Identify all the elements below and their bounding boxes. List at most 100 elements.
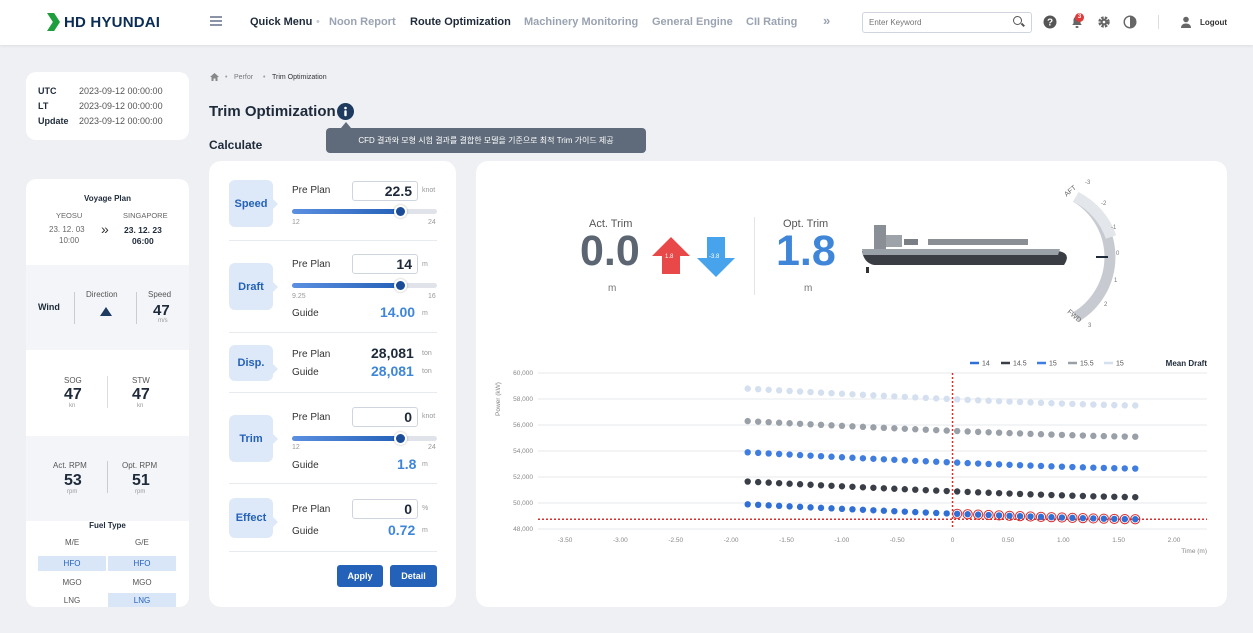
nav-more[interactable]: » bbox=[823, 13, 831, 28]
trim-input[interactable]: 0 bbox=[352, 407, 418, 427]
chart-point-series-2 bbox=[744, 449, 751, 456]
speed-min: 12 bbox=[292, 219, 300, 226]
trim-slider-fill bbox=[292, 436, 401, 441]
gear-icon[interactable] bbox=[1097, 15, 1111, 29]
chart-point-series-3 bbox=[1121, 433, 1128, 440]
chart-point-series-2 bbox=[1027, 462, 1034, 469]
fuel-ge-lng[interactable]: LNG bbox=[108, 593, 176, 607]
effect-category: Effect bbox=[229, 498, 278, 538]
chart-point-series-3 bbox=[1111, 433, 1118, 440]
apply-button[interactable]: Apply bbox=[337, 565, 383, 587]
chart-point-series-4 bbox=[995, 397, 1003, 405]
chart-point-series-3 bbox=[1027, 430, 1034, 438]
chart-point-series-0 bbox=[974, 511, 982, 518]
utc-label: UTC bbox=[38, 86, 57, 96]
chart-point-series-1 bbox=[828, 482, 835, 489]
chart-point-series-2 bbox=[1037, 462, 1045, 470]
opt-rpm-value: 51 bbox=[132, 472, 150, 489]
chart-optimal-marker bbox=[1109, 513, 1120, 525]
fuel-ge-mgo[interactable]: MGO bbox=[132, 578, 152, 587]
trim-slider[interactable] bbox=[292, 432, 437, 445]
trim-slider-handle[interactable] bbox=[394, 432, 407, 445]
chart-point-series-4 bbox=[1027, 399, 1034, 406]
act-rpm-unit: rpm bbox=[67, 489, 78, 495]
chart-point-series-1 bbox=[1132, 493, 1139, 501]
nav-route-optimization[interactable]: Route Optimization bbox=[410, 16, 511, 28]
opt-trim-value: 1.8 bbox=[776, 227, 836, 275]
chart-point-series-3 bbox=[828, 422, 835, 429]
chart-x-axis-label: Time (m) bbox=[1181, 548, 1207, 555]
fuel-me-hfo[interactable]: HFO bbox=[38, 556, 106, 571]
voyage-from-date: 23. 12. 03 bbox=[49, 225, 85, 234]
info-icon[interactable] bbox=[337, 103, 354, 120]
chart-point-series-2 bbox=[1100, 464, 1108, 472]
notification-badge: 3 bbox=[1075, 13, 1084, 22]
chart-point-series-4 bbox=[849, 391, 856, 398]
brand-name: HD HYUNDAI bbox=[64, 13, 161, 31]
effect-input[interactable]: 0 bbox=[352, 499, 418, 519]
nav-noon-report[interactable]: Noon Report bbox=[329, 16, 396, 28]
speed-input[interactable]: 22.5 bbox=[352, 181, 418, 201]
breadcrumb-perfor[interactable]: Perfor bbox=[234, 74, 254, 81]
fuel-type-title: Fuel Type bbox=[89, 521, 126, 530]
wind-speed-unit: m/s bbox=[158, 318, 168, 324]
nav-cii-rating[interactable]: CII Rating bbox=[746, 16, 798, 28]
chart-point-series-1 bbox=[1090, 493, 1097, 500]
chart-point-series-0 bbox=[880, 507, 888, 514]
chart-point-series-4 bbox=[1111, 401, 1118, 409]
draft-slider[interactable] bbox=[292, 279, 437, 292]
chart-point-series-2 bbox=[974, 460, 982, 467]
gauge-tick: -3 bbox=[1085, 180, 1091, 186]
stw-label: STW bbox=[132, 376, 150, 385]
search-icon[interactable] bbox=[1013, 16, 1022, 25]
brand-logo[interactable]: HD HYUNDAI bbox=[47, 13, 160, 31]
chart-point-series-3 bbox=[1037, 431, 1045, 438]
update-label: Update bbox=[38, 116, 69, 126]
draft-input[interactable]: 14 bbox=[352, 254, 418, 274]
chart-x-tick-label: 1.50 bbox=[1112, 537, 1125, 544]
trim-max: 24 bbox=[428, 444, 436, 451]
chart-point-series-3 bbox=[880, 424, 888, 432]
chart-point-series-3 bbox=[870, 424, 877, 431]
chart-point-series-2 bbox=[817, 452, 825, 460]
chart-point-series-4 bbox=[1079, 401, 1087, 408]
nav-separator: • bbox=[316, 16, 320, 28]
chart-point-series-4 bbox=[870, 392, 877, 399]
trim-guide-label: Guide bbox=[292, 460, 319, 471]
chart-point-series-4 bbox=[922, 394, 929, 402]
chart-point-series-3 bbox=[1079, 432, 1087, 439]
help-icon[interactable]: ? bbox=[1043, 15, 1057, 29]
nav-quick-menu[interactable]: Quick Menu bbox=[250, 16, 313, 28]
effect-preplan-label: Pre Plan bbox=[292, 504, 331, 515]
fuel-ge-hfo[interactable]: HFO bbox=[108, 556, 176, 571]
fuel-me-lng[interactable]: LNG bbox=[63, 596, 81, 605]
chart-point-series-2 bbox=[1079, 464, 1087, 471]
trim-guide-unit: m bbox=[422, 461, 428, 468]
gauge-tick: 1 bbox=[1114, 278, 1118, 284]
nav-machinery-monitoring[interactable]: Machinery Monitoring bbox=[524, 16, 639, 28]
wind-direction-label: Direction bbox=[86, 290, 118, 299]
theme-toggle-icon[interactable] bbox=[1123, 15, 1137, 29]
nav-general-engine[interactable]: General Engine bbox=[652, 16, 733, 28]
detail-button[interactable]: Detail bbox=[390, 565, 437, 587]
chart-point-series-2 bbox=[1058, 463, 1066, 470]
home-icon[interactable] bbox=[210, 73, 219, 81]
search-input[interactable] bbox=[862, 12, 1032, 33]
trim-divider bbox=[754, 217, 755, 295]
draft-guide-unit: m bbox=[422, 310, 428, 317]
draft-category: Draft bbox=[229, 263, 278, 310]
draft-slider-handle[interactable] bbox=[394, 279, 407, 292]
chart-point-series-4 bbox=[838, 390, 846, 397]
chart-point-series-3 bbox=[817, 421, 825, 429]
calculate-panel: Speed Pre Plan 22.5 knot 12 24 Draft Pre… bbox=[209, 161, 456, 607]
logout-link[interactable]: Logout bbox=[1200, 18, 1228, 27]
menu-icon[interactable] bbox=[210, 16, 222, 26]
fuel-me-mgo[interactable]: MGO bbox=[62, 578, 82, 587]
chart-point-series-3 bbox=[953, 427, 961, 435]
chart-y-tick-label: 50,000 bbox=[513, 500, 533, 507]
chart-point-series-2 bbox=[953, 459, 961, 466]
speed-slider-handle[interactable] bbox=[394, 205, 407, 218]
speed-slider[interactable] bbox=[292, 205, 437, 218]
chart-point-series-2 bbox=[995, 461, 1003, 468]
chart-y-tick-label: 48,000 bbox=[513, 526, 533, 533]
